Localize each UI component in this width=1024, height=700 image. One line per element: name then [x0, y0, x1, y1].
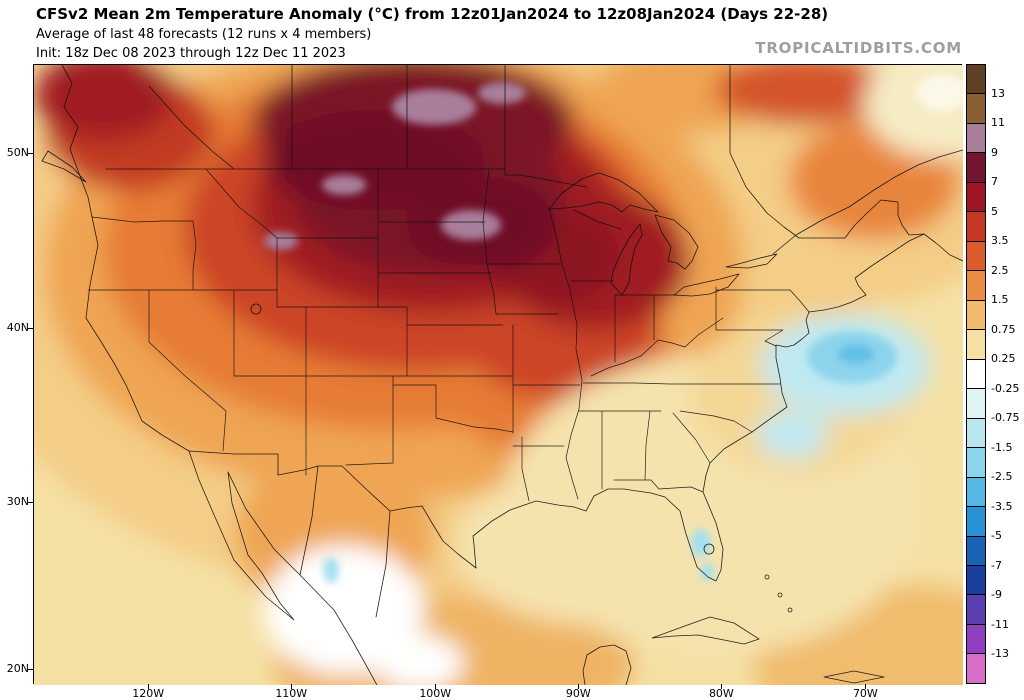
latitude-tick-label: 30N: [6, 495, 29, 509]
init-info: Init: 18z Dec 08 2023 through 12z Dec 11…: [36, 46, 346, 61]
longitude-tick-label: 100W: [419, 687, 452, 700]
colorbar-band: [967, 152, 985, 182]
geo-borders-layer: [41, 65, 963, 685]
colorbar-band: [967, 388, 985, 418]
map-plot-area: [33, 64, 963, 685]
site-watermark: TROPICALTIDBITS.COM: [755, 39, 962, 57]
longitude-tick-mark: [578, 684, 580, 689]
colorbar-level-label: 0.25: [991, 352, 1016, 366]
latitude-tick-label: 20N: [6, 661, 29, 675]
colorbar-level-label: 2.5: [991, 263, 1009, 277]
bahamas-islet: [764, 574, 770, 580]
latitude-tick-mark: [28, 502, 33, 504]
longitude-tick-mark: [291, 684, 293, 689]
colorbar-band: [967, 329, 985, 359]
lake-okeechobee-outline: [703, 543, 715, 555]
colorbar-band: [967, 93, 985, 123]
colorbar-level-label: -1.5: [991, 440, 1013, 454]
colorbar-level-label: 0.75: [991, 322, 1016, 336]
colorbar-band: [967, 122, 985, 153]
colorbar-level-label: -2.5: [991, 470, 1013, 484]
latitude-tick-mark: [28, 668, 33, 670]
colorbar-band: [967, 447, 985, 477]
longitude-tick-label: 120W: [132, 687, 165, 700]
colorbar-band: [967, 240, 985, 271]
colorbar-level-label: -0.25: [991, 381, 1020, 395]
longitude-tick-label: 80W: [708, 687, 734, 700]
longitude-tick-mark: [435, 684, 437, 689]
colorbar-level-label: 5: [991, 204, 998, 218]
colorbar-level-label: 11: [991, 116, 1005, 130]
colorbar-band: [967, 564, 985, 595]
page-title: CFSv2 Mean 2m Temperature Anomaly (°C) f…: [36, 5, 829, 23]
colorbar-band: [967, 65, 985, 94]
colorbar-level-label: -13: [991, 647, 1009, 661]
colorbar-band: [967, 623, 985, 654]
colorbar-level-label: -0.75: [991, 411, 1020, 425]
longitude-tick-mark: [148, 684, 150, 689]
canada-border-path: [105, 65, 925, 239]
colorbar-level-label: 1.5: [991, 293, 1009, 307]
latitude-tick-label: 50N: [6, 145, 29, 159]
anomaly-field-layer: [34, 65, 963, 685]
colorbar-level-label: -7: [991, 558, 1002, 572]
colorbar-band: [967, 476, 985, 507]
colorbar-band: [967, 211, 985, 241]
colorbar-level-label: -11: [991, 617, 1009, 631]
colorbar-band: [967, 535, 985, 565]
colorbar: [966, 64, 986, 684]
longitude-tick-mark: [721, 684, 723, 689]
anomaly-map: [34, 65, 963, 685]
bahamas-islet: [787, 607, 793, 613]
colorbar-band: [967, 181, 985, 212]
colorbar-level-label: 7: [991, 175, 998, 189]
latitude-tick-label: 40N: [6, 320, 29, 334]
great-salt-lake-outline: [250, 303, 262, 315]
latitude-tick-mark: [28, 327, 33, 329]
great-lakes-path: [548, 172, 778, 297]
colorbar-level-label: -9: [991, 588, 1002, 602]
state-borders-path: [87, 168, 810, 502]
longitude-tick-label: 110W: [275, 687, 308, 700]
colorbar-band: [967, 417, 985, 448]
coastline-path: [41, 65, 963, 685]
colorbar-band: [967, 270, 985, 300]
longitude-tick-label: 70W: [852, 687, 878, 700]
islands-path: [582, 616, 885, 685]
colorbar-level-label: -5: [991, 529, 1002, 543]
bahamas-islet: [777, 592, 783, 598]
colorbar-band: [967, 299, 985, 330]
anomaly-detail-layer: [264, 75, 963, 583]
longitude-tick-mark: [865, 684, 867, 689]
colorbar-level-label: -3.5: [991, 499, 1013, 513]
longitude-tick-label: 90W: [565, 687, 591, 700]
colorbar-band: [967, 506, 985, 536]
colorbar-level-label: 3.5: [991, 234, 1009, 248]
colorbar-band: [967, 594, 985, 624]
mexico-border-path: [188, 450, 477, 618]
page-subtitle: Average of last 48 forecasts (12 runs x …: [36, 27, 372, 42]
colorbar-level-label: 9: [991, 145, 998, 159]
colorbar-band: [967, 358, 985, 389]
colorbar-band: [967, 653, 985, 683]
latitude-tick-mark: [28, 152, 33, 154]
colorbar-level-label: 13: [991, 86, 1005, 100]
